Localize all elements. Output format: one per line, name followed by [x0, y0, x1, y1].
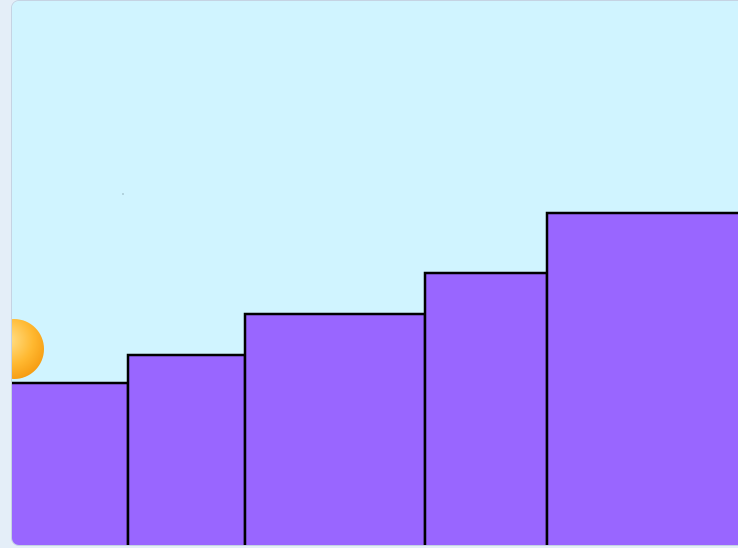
step-2 — [126, 353, 247, 545]
backdrop-dot — [122, 193, 124, 195]
step-3 — [243, 312, 427, 545]
step-4 — [423, 271, 549, 545]
step-5 — [545, 211, 738, 545]
step-1 — [12, 381, 130, 545]
ball-icon[interactable] — [12, 319, 44, 379]
stage-canvas — [12, 1, 738, 545]
game-stage[interactable] — [11, 0, 738, 546]
